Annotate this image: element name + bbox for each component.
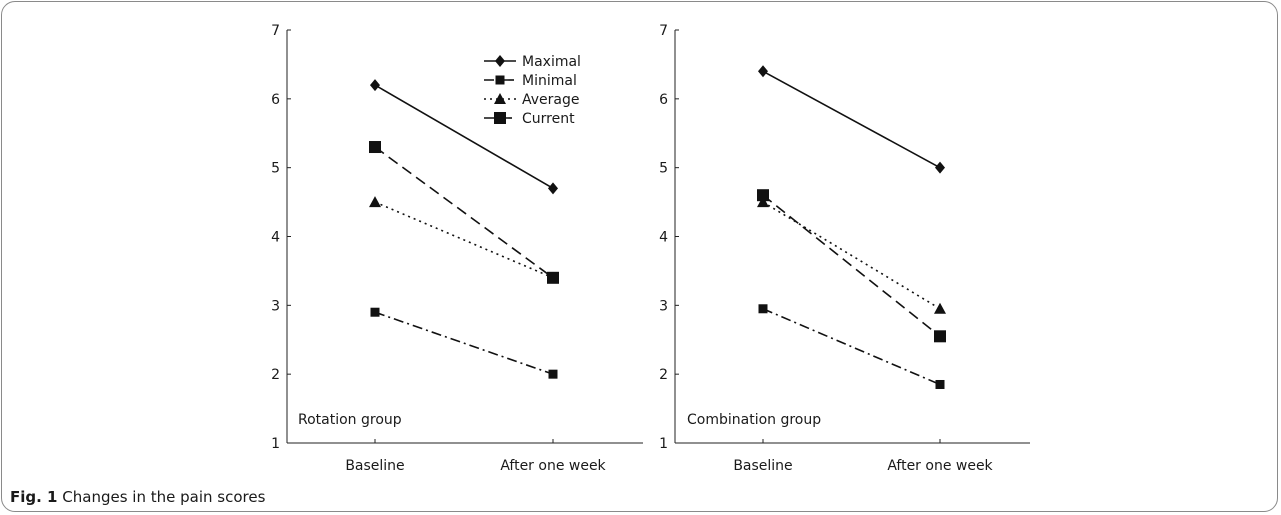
point-current-1 [934,330,946,343]
figure-caption: Fig. 1 Changes in the pain scores [10,488,265,506]
series-average [369,196,559,283]
series-minimal [370,307,558,379]
legend-label-current: Current [522,111,575,127]
point-average-0 [757,196,769,208]
series-minimal [758,304,945,389]
point-current-0 [369,141,381,154]
point-current-legend [494,112,506,124]
point-average-0 [369,196,381,208]
y-tick-label: 7 [271,23,280,39]
series-line-maximal [374,84,554,190]
y-tick-label: 1 [659,436,668,452]
series-line-minimal [762,308,941,386]
series-line-minimal [374,311,554,375]
chart-panel-1: 1 2 3 4 5 6 7 Baseline After one week Rotation gr… [271,23,643,474]
x-tick-label: Baseline [733,458,792,474]
caption-text: Changes in the pain scores [62,488,266,506]
series-line-current [374,146,554,279]
point-minimal-1 [548,369,558,379]
caption-label: Fig. 1 [10,488,58,506]
series-maximal [758,65,945,174]
legend-label-average: Average [522,92,580,108]
legend-label-minimal: Minimal [522,73,577,89]
x-tick-label: Baseline [345,458,404,474]
series-line-maximal [762,70,941,169]
y-tick-label: 5 [659,161,668,177]
y-tick-label: 4 [271,230,280,246]
point-maximal-legend [495,55,505,67]
y-tick-label: 7 [659,23,668,39]
y-tick-label: 6 [659,92,668,108]
y-tick-label: 3 [271,298,280,314]
point-minimal-0 [370,307,380,317]
point-maximal-1 [548,182,558,195]
series-line-average [762,201,941,310]
y-tick-label: 4 [659,230,668,246]
point-minimal-legend [495,75,505,85]
point-current-1 [547,271,559,284]
panel-label: Combination group [687,412,821,428]
y-tick-label: 2 [659,367,668,383]
point-maximal-0 [370,79,380,92]
point-maximal-0 [758,65,768,78]
series-current [757,189,946,343]
y-tick-label: 6 [271,92,280,108]
pain-score-figure: 1 2 3 4 5 6 7 Baseline After one week Rotation gr… [271,23,1030,474]
point-current-0 [757,189,769,202]
point-average-1 [934,302,946,314]
point-maximal-1 [935,161,945,174]
legend: Maximal Minimal Average Current [484,54,581,127]
y-tick-label: 5 [271,161,280,177]
y-tick-label: 2 [271,367,280,383]
point-average-legend [494,93,506,104]
series-maximal [370,79,558,195]
legend-label-maximal: Maximal [522,54,581,70]
y-tick-label: 1 [271,436,280,452]
series-line-average [374,201,554,279]
series-current [369,141,559,284]
series-line-current [762,194,941,337]
series-average [757,196,946,314]
y-tick-label: 3 [659,298,668,314]
x-tick-label: After one week [887,458,993,474]
panel-label: Rotation group [298,412,402,428]
chart-panel-2: 1 2 3 4 5 6 7 Baseline After one week Combination… [659,23,1030,474]
x-tick-label: After one week [500,458,606,474]
point-minimal-1 [935,379,945,389]
point-minimal-0 [758,304,768,314]
